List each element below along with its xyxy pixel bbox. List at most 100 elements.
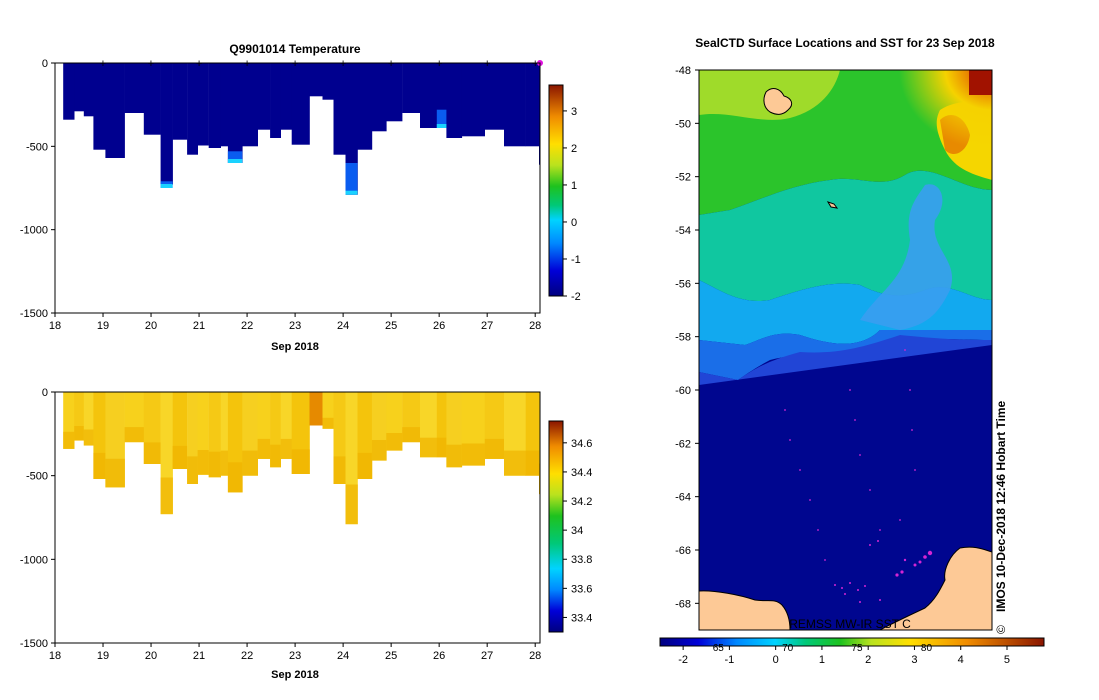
salinity-deep-band	[357, 452, 373, 479]
x-tick-label: 21	[193, 320, 205, 332]
sst-colorbar-inner-label: 65	[713, 643, 725, 654]
salinity-deep-band	[124, 427, 145, 443]
salinity-deep-band	[446, 444, 463, 468]
x-tick-label: 26	[433, 320, 445, 332]
temperature-column	[160, 63, 173, 185]
x-tick-label: 20	[145, 650, 157, 662]
temperature-column	[242, 63, 258, 147]
salinity-deep-band	[187, 456, 198, 484]
sst-colorbar-ticks: -2 -1 0 1 2 3 4 5 65 70 75 80	[678, 643, 1010, 666]
temperature-column	[172, 63, 188, 140]
x-tick-label: 23	[289, 320, 301, 332]
salinity-deep-band	[105, 458, 125, 488]
sst-colorbar	[659, 637, 1045, 647]
salinity-column	[220, 392, 229, 476]
temperature-column	[291, 63, 310, 145]
temperature-column	[420, 63, 438, 128]
salinity-deep-band	[504, 450, 526, 476]
profile-marker: +	[484, 58, 490, 70]
temperature-title: Q9901014 Temperature	[229, 42, 361, 56]
x-tick-label: 23	[289, 650, 301, 662]
colorbar-tick-label: 1	[571, 180, 577, 192]
temperature-column	[270, 63, 281, 138]
salinity-y-ticks: 0 -500 -1000 -1500	[20, 387, 55, 650]
temperature-y-ticks: 0 -500 -1000 -1500	[20, 58, 55, 320]
y-tick-label: 0	[42, 387, 48, 399]
temperature-column	[74, 63, 85, 112]
salinity-deep-band	[484, 438, 505, 459]
land-east	[879, 546, 992, 630]
colorbar-tick-label: 33.8	[571, 554, 592, 566]
map-y-tick-label: -54	[675, 225, 691, 237]
salinity-deep-band	[436, 437, 447, 458]
salinity-deep-band	[257, 438, 271, 459]
land-west	[699, 590, 791, 630]
temperature-column	[83, 63, 94, 117]
temperature-column	[208, 63, 221, 148]
salinity-column	[322, 392, 334, 429]
profile-marker: +	[148, 58, 154, 70]
salinity-x-ticks: 18 19 20 21 22 23 24 25 26 27 28	[49, 643, 541, 662]
colorbar-tick-label: 33.4	[571, 612, 592, 624]
y-tick-label: -1000	[20, 225, 48, 237]
profile-marker: +	[436, 58, 442, 70]
temperature-column	[197, 63, 209, 146]
colorbar-tick-label: 34.4	[571, 467, 592, 479]
x-tick-label: 25	[385, 650, 397, 662]
temperature-cold-patch	[345, 163, 358, 195]
x-tick-label: 26	[433, 650, 445, 662]
map-y-tick-label: -48	[675, 65, 691, 77]
temperature-column	[525, 63, 540, 147]
profile-marker: +	[388, 58, 394, 70]
salinity-deep-band	[208, 451, 221, 478]
x-tick-label: 18	[49, 320, 61, 332]
temperature-column	[357, 63, 373, 150]
salinity-column	[436, 392, 447, 458]
salinity-deep-band	[160, 477, 173, 515]
temperature-column	[504, 63, 526, 147]
profile-marker: +	[532, 58, 538, 70]
salinity-deep-band	[143, 442, 161, 464]
sst-timestamp-label: IMOS 10-Dec-2018 12:46 Hobart Time	[994, 400, 1008, 612]
sst-colorbar-tick-label: 2	[865, 654, 871, 666]
temperature-cold-patch-edge	[160, 184, 173, 188]
x-tick-label: 28	[529, 320, 541, 332]
x-tick-label: 19	[97, 650, 109, 662]
salinity-deep-band	[345, 484, 358, 525]
salinity-colorbar	[548, 420, 564, 633]
salinity-deep-band	[172, 445, 188, 469]
salinity-deep-band	[270, 444, 281, 468]
temperature-column	[461, 63, 485, 137]
temperature-panel: Q9901014 Temperature + + + + + + + + + + 18 19 20 21…	[20, 42, 581, 353]
x-tick-label: 19	[97, 320, 109, 332]
salinity-deep-band	[74, 426, 85, 441]
sst-colorbar-tick-label: 0	[773, 654, 779, 666]
salinity-deep-band	[63, 431, 75, 449]
colorbar-tick-label: -1	[571, 254, 581, 266]
salinity-deep-band	[197, 450, 209, 475]
colorbar-tick-label: 0	[571, 217, 577, 229]
map-y-tick-label: -68	[675, 598, 691, 610]
salinity-columns	[63, 392, 541, 525]
copyright-symbol: ©	[994, 625, 1008, 634]
temperature-column	[220, 63, 229, 147]
y-tick-label: 0	[42, 58, 48, 70]
x-tick-label: 24	[337, 650, 349, 662]
x-tick-label: 24	[337, 320, 349, 332]
temperature-column	[322, 63, 334, 100]
temperature-cold-patch-edge	[227, 159, 243, 163]
sst-colorbar-tick-label: 1	[819, 654, 825, 666]
salinity-deep-band	[83, 429, 94, 446]
temperature-colorbar	[548, 84, 564, 297]
salinity-deep-band	[461, 443, 485, 466]
colorbar-tick-label: 3	[571, 106, 577, 118]
salinity-deep-band	[220, 450, 229, 476]
temperature-column	[436, 63, 447, 128]
x-tick-label: 27	[481, 650, 493, 662]
seal-surface-location-dots	[784, 349, 933, 603]
sst-colorbar-inner-label: 70	[782, 643, 794, 654]
salinity-colorbar-ticks: 34.6 34.4 34.2 34 33.8 33.6 33.4	[563, 438, 592, 624]
temperature-column	[345, 63, 358, 195]
salinity-column	[270, 392, 281, 468]
map-y-tick-label: -60	[675, 385, 691, 397]
